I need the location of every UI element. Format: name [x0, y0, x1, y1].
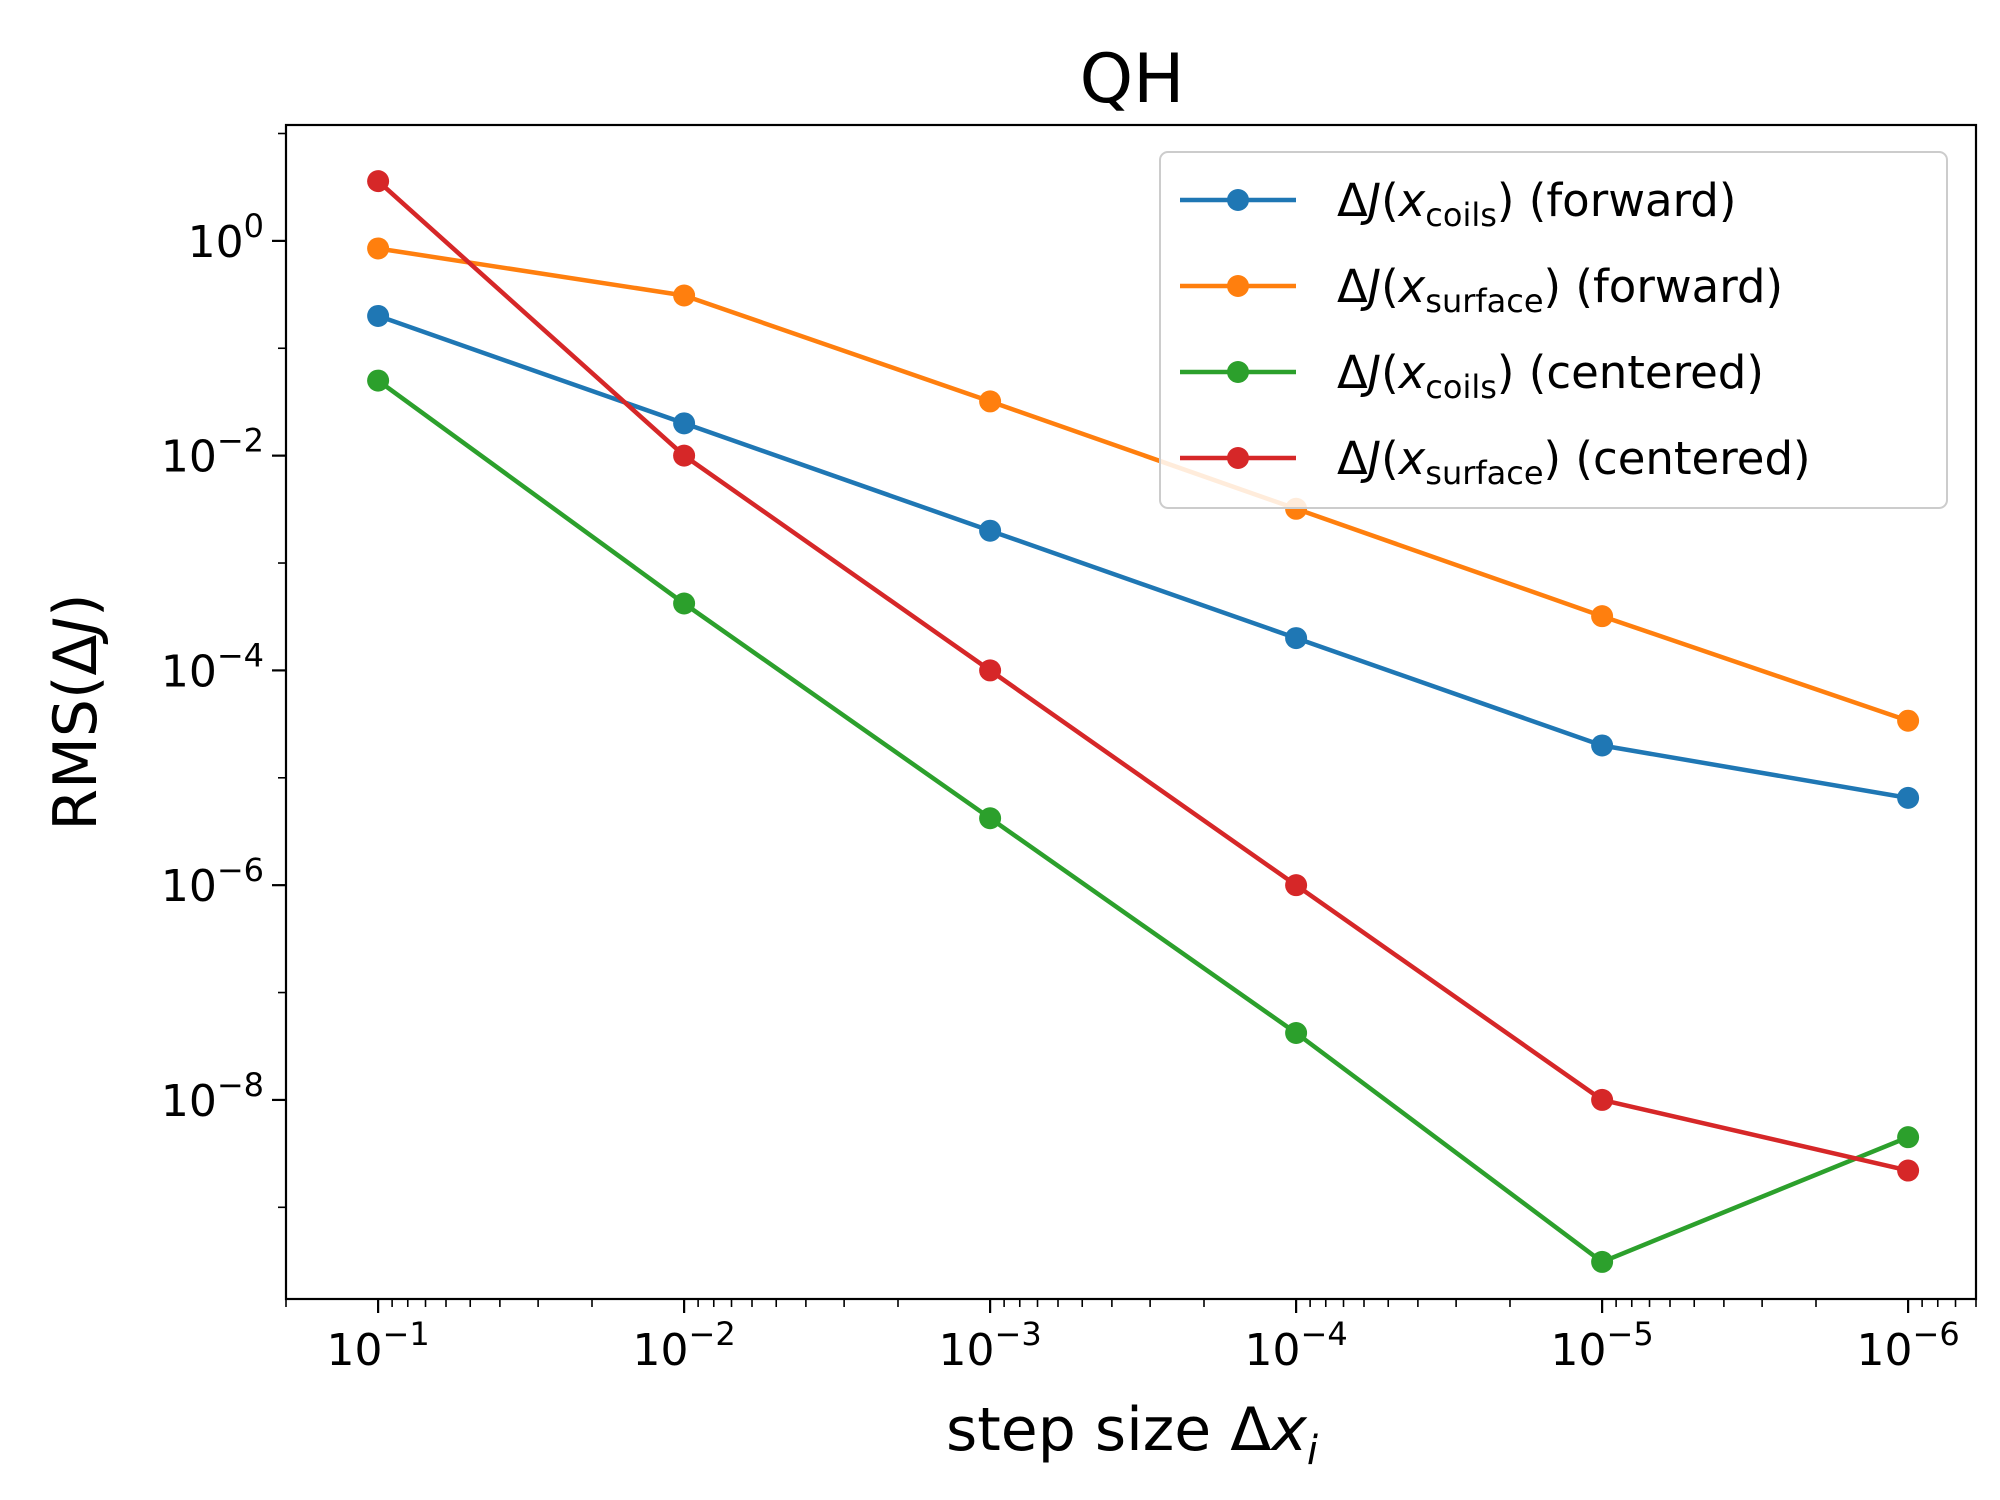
legend: ΔJ(xcoils) (forward) ΔJ(xsurface) (forwar… [1159, 151, 1948, 509]
data-point [673, 592, 696, 615]
x-axis-ticks: 10−1 10−2 10−3 10−4 10−5 10−6 [327, 1299, 1960, 1376]
data-point [367, 304, 390, 327]
data-point [1285, 1022, 1308, 1045]
y-axis-ticks: 100 10−2 10−4 10−6 10−8 [161, 207, 286, 1127]
series-layer [367, 170, 1920, 1273]
series-4 [367, 170, 1920, 1182]
series-1 [367, 304, 1920, 809]
x-tick-label: 10−4 [1245, 1315, 1348, 1376]
legend-swatch-marker [1227, 361, 1249, 383]
x-tick-label: 10−6 [1857, 1315, 1960, 1376]
legend-entry-3: ΔJ(xcoils) (centered) [1180, 346, 1764, 406]
series-line [377, 313, 1909, 801]
chart-title: QH [1080, 40, 1185, 119]
data-point [673, 412, 696, 435]
series-line [376, 179, 1909, 1173]
legend-frame [1159, 151, 1948, 509]
y-tick-label: 10−8 [161, 1066, 264, 1127]
y-tick-label: 10−2 [161, 422, 264, 483]
legend-swatch-marker [1227, 447, 1249, 469]
series-3 [367, 369, 1920, 1273]
data-point [979, 390, 1002, 413]
x-tick-label: 10−3 [939, 1315, 1042, 1376]
y-tick-label: 10−4 [161, 636, 264, 697]
data-point [367, 369, 390, 392]
data-point [1897, 1159, 1920, 1182]
x-tick-label: 10−1 [327, 1315, 430, 1376]
legend-label: ΔJ(xsurface) (forward) [1337, 260, 1783, 320]
series-line [376, 378, 1909, 1265]
data-point [367, 170, 390, 193]
legend-label: ΔJ(xcoils) (forward) [1337, 174, 1736, 234]
data-point [1897, 1126, 1920, 1149]
data-point [673, 444, 696, 467]
data-point [673, 284, 696, 307]
legend-swatch-marker [1227, 275, 1249, 297]
legend-label: ΔJ(xcoils) (centered) [1337, 346, 1764, 406]
legend-entry-2: ΔJ(xsurface) (forward) [1180, 260, 1783, 320]
y-tick-label: 10−6 [161, 851, 264, 912]
data-point [1591, 605, 1614, 628]
data-point [1285, 874, 1308, 897]
data-point [979, 659, 1002, 682]
data-point [1897, 709, 1920, 732]
legend-entry-4: ΔJ(xsurface) (centered) [1180, 432, 1811, 492]
data-point [1897, 786, 1920, 809]
data-point [1591, 734, 1614, 757]
series-line [377, 246, 1909, 723]
x-axis-label: step size Δxi [946, 1395, 1318, 1474]
x-tick-label: 10−2 [633, 1315, 736, 1376]
legend-entry-1: ΔJ(xcoils) (forward) [1180, 174, 1736, 234]
data-point [979, 807, 1002, 830]
x-minor-ticks [285, 1299, 1977, 1307]
data-point [367, 237, 390, 260]
data-point [1591, 1250, 1614, 1273]
legend-label: ΔJ(xsurface) (centered) [1337, 432, 1811, 492]
y-tick-label: 100 [188, 207, 264, 268]
legend-swatch-marker [1227, 189, 1249, 211]
x-tick-label: 10−5 [1551, 1315, 1654, 1376]
data-point [1285, 627, 1308, 650]
y-axis-label: RMS(ΔJ) [41, 593, 111, 830]
data-point [1591, 1088, 1614, 1111]
data-point [979, 519, 1002, 542]
